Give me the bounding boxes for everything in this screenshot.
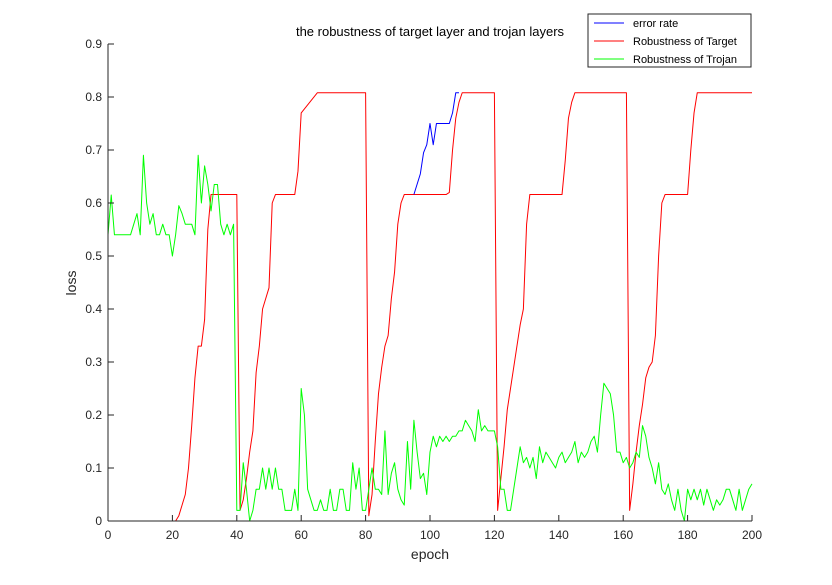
- y-tick-label: 0: [95, 514, 102, 528]
- x-tick-label: 80: [359, 528, 373, 542]
- chart-title: the robustness of target layer and troja…: [296, 24, 565, 39]
- y-tick-label: 0.5: [85, 249, 102, 263]
- x-tick-label: 180: [678, 528, 698, 542]
- y-tick-label: 0.3: [85, 355, 102, 369]
- x-tick-label: 200: [742, 528, 762, 542]
- x-tick-label: 100: [420, 528, 440, 542]
- x-tick-label: 120: [484, 528, 504, 542]
- x-tick-label: 0: [105, 528, 112, 542]
- legend-label-robustness-target: Robustness of Target: [633, 36, 737, 48]
- plot-area: [108, 44, 752, 521]
- series-layer: [107, 92, 753, 522]
- y-tick-label: 0.2: [85, 408, 102, 422]
- x-tick-label: 20: [166, 528, 180, 542]
- legend: error rate Robustness of Target Robustne…: [587, 13, 752, 68]
- series-line-error-rate: [413, 92, 459, 195]
- legend-label-robustness-trojan: Robustness of Trojan: [633, 54, 737, 66]
- y-tick-label: 0.7: [85, 143, 102, 157]
- x-tick-label: 60: [295, 528, 309, 542]
- y-tick-label: 0.9: [85, 37, 102, 51]
- y-tick-label: 0.8: [85, 90, 102, 104]
- axes-layer: [107, 43, 753, 522]
- y-axis-label: loss: [63, 271, 79, 296]
- y-tick-label: 0.6: [85, 196, 102, 210]
- y-tick-label: 0.4: [85, 302, 102, 316]
- series-line-robustness-of-target: [108, 92, 752, 522]
- x-tick-label: 160: [613, 528, 633, 542]
- series-line-robustness-of-trojan: [107, 154, 753, 522]
- legend-label-error-rate: error rate: [633, 18, 678, 30]
- x-axis-label: epoch: [411, 546, 449, 562]
- tick-labels: 0 20 40 60 80 100 120 140 160 180 200 0 0.1 0.2 0.3 0.4…: [85, 37, 762, 542]
- y-tick-label: 0.1: [85, 461, 102, 475]
- x-tick-label: 140: [549, 528, 569, 542]
- x-tick-label: 40: [230, 528, 244, 542]
